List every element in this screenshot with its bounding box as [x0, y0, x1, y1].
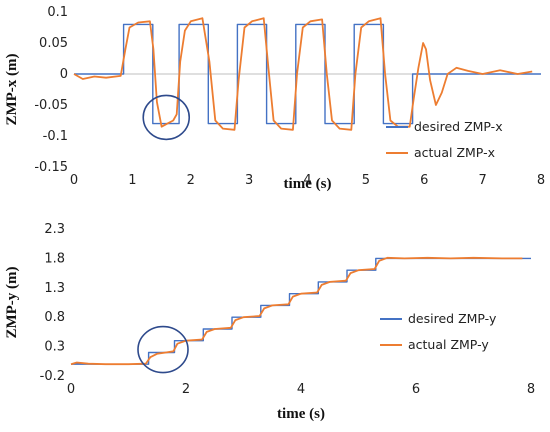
y-tick-label: -0.1: [43, 129, 68, 144]
y-axis-label: ZMP-x (m): [4, 53, 20, 125]
highlight-circle: [137, 325, 189, 374]
x-tick-label: 8: [527, 382, 535, 397]
x-tick-label: 4: [303, 173, 311, 188]
legend-label: desired ZMP-x: [414, 119, 503, 134]
legend-label: actual ZMP-x: [414, 145, 495, 160]
x-axis-label: time (s): [284, 176, 332, 192]
x-tick-label: 4: [297, 382, 305, 397]
x-tick-label: 1: [128, 173, 136, 188]
y-tick-label: -0.15: [34, 160, 68, 175]
legend-label: actual ZMP-y: [408, 337, 489, 352]
x-tick-label: 7: [478, 173, 486, 188]
x-tick-label: 0: [70, 173, 78, 188]
y-tick-label: 0.3: [44, 340, 65, 355]
actual-series-line: [70, 256, 523, 366]
x-tick-label: 5: [362, 173, 370, 188]
y-tick-label: -0.05: [34, 98, 68, 113]
x-tick-label: 6: [420, 173, 428, 188]
x-tick-label: 6: [412, 382, 420, 397]
y-tick-label: 1.8: [44, 251, 65, 266]
x-tick-label: 8: [537, 173, 545, 188]
y-tick-label: 0.8: [44, 310, 65, 325]
x-tick-label: 0: [67, 382, 75, 397]
chart-2: 2.3 1.8 1.3 0.8 0.3 -0.20 2 4 6 8 time (s) ZMP-y (m…: [4, 222, 535, 422]
legend-label: desired ZMP-y: [408, 311, 497, 326]
actual-series-line: [73, 17, 533, 131]
highlight-circle: [142, 94, 191, 141]
x-axis-label: time (s): [277, 406, 325, 422]
y-axis-label: ZMP-y (m): [4, 266, 20, 338]
desired-series-line: [74, 23, 541, 125]
y-tick-label: 0: [60, 67, 68, 82]
x-tick-label: 3: [245, 173, 253, 188]
x-tick-label: 2: [187, 173, 195, 188]
y-tick-label: 1.3: [44, 281, 65, 296]
x-tick-label: 2: [182, 382, 190, 397]
y-tick-label: 0.05: [39, 36, 68, 51]
y-tick-label: 2.3: [44, 222, 65, 237]
y-tick-label: 0.1: [47, 5, 68, 20]
y-tick-label: -0.2: [40, 369, 65, 384]
